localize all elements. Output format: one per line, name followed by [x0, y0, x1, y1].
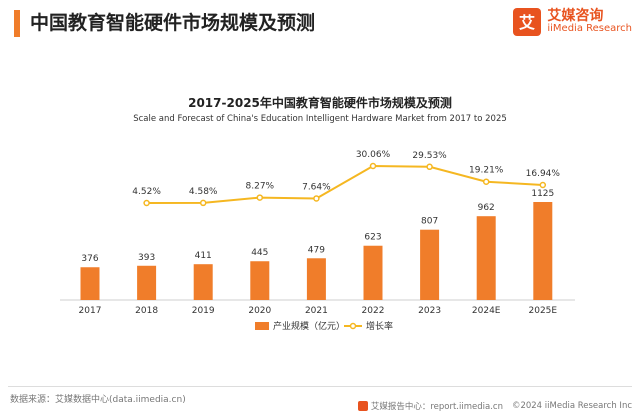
x-tick-2024E: 2024E [472, 306, 501, 316]
bar-label-2020: 445 [251, 248, 268, 258]
growth-label-2019: 4.58% [189, 187, 218, 197]
x-tick-2021: 2021 [305, 306, 328, 316]
x-tick-2020: 2020 [248, 306, 271, 316]
bar-label-2022: 623 [364, 233, 381, 243]
bar-2020 [250, 261, 270, 300]
footer-right: 艾媒报告中心：report.iimedia.cn ©2024 iiMedia R… [357, 400, 632, 412]
bar-2021 [306, 258, 326, 300]
svg-text:艾: 艾 [519, 13, 535, 32]
growth-label-2020: 8.27% [246, 182, 275, 192]
legend-line-marker [349, 322, 357, 330]
growth-point-2018 [143, 199, 150, 207]
x-tick-2017: 2017 [79, 306, 102, 316]
x-tick-2022: 2022 [362, 306, 385, 316]
bar-2022 [363, 245, 383, 300]
brand-logo-group: 艾 艾媒咨询 iiMedia Research [513, 8, 632, 36]
growth-point-2023 [426, 163, 433, 171]
report-center-icon [357, 401, 368, 411]
growth-label-2023: 29.53% [412, 151, 447, 161]
x-tick-2025E: 2025E [529, 306, 558, 316]
growth-rate-line [146, 164, 543, 204]
growth-point-2024E [482, 178, 490, 185]
bar-label-2018: 393 [138, 253, 155, 263]
bar-2024E [476, 216, 496, 300]
iimedia-logo-icon: 艾 [513, 8, 542, 36]
bar-2019 [193, 264, 213, 300]
title-accent-bar [14, 10, 20, 37]
bar-label-2024E: 962 [478, 203, 495, 213]
bar-label-2023: 807 [421, 217, 438, 227]
data-source: 数据来源：艾媒数据中心(data.iimedia.cn) [10, 395, 186, 405]
bar-label-2021: 479 [308, 245, 325, 255]
x-tick-2019: 2019 [192, 306, 215, 316]
growth-label-2022: 30.06% [356, 150, 391, 160]
growth-label-2024E: 19.21% [469, 166, 504, 176]
bar-2018 [137, 265, 157, 300]
chart-subtitle: Scale and Forecast of China's Education … [133, 114, 507, 124]
legend-bar-label: 产业规模（亿元） [273, 320, 345, 332]
bar-2025E [533, 202, 553, 300]
growth-label-2025E: 16.94% [526, 169, 561, 179]
growth-label-2021: 7.64% [302, 182, 331, 192]
x-tick-2023: 2023 [418, 306, 441, 316]
growth-label-2018: 4.52% [132, 187, 161, 197]
growth-point-2021 [313, 195, 320, 202]
bar-2023 [420, 229, 440, 300]
growth-point-2019 [199, 199, 207, 207]
brand-name-cn: 艾媒咨询 [547, 8, 604, 25]
bar-label-2019: 411 [195, 251, 212, 261]
bar-label-2017: 376 [81, 254, 98, 264]
bar-label-2025E: 1125 [531, 189, 554, 199]
legend-bar-swatch [255, 322, 269, 330]
x-tick-2018: 2018 [135, 306, 158, 316]
bar-2017 [80, 267, 100, 300]
brand-name-en: iiMedia Research [547, 23, 632, 35]
report-center-link[interactable]: 艾媒报告中心：report.iimedia.cn [370, 402, 503, 412]
legend-line-label: 增长率 [366, 320, 393, 332]
chart-title: 2017-2025年中国教育智能硬件市场规模及预测 [188, 96, 452, 110]
page-title: 中国教育智能硬件市场规模及预测 [30, 12, 316, 34]
growth-point-2022 [369, 162, 377, 170]
copyright-text: ©2024 iiMedia Research Inc [511, 401, 632, 411]
growth-point-2020 [256, 194, 264, 201]
growth-point-2025E [539, 181, 547, 189]
footer-divider [8, 386, 632, 387]
